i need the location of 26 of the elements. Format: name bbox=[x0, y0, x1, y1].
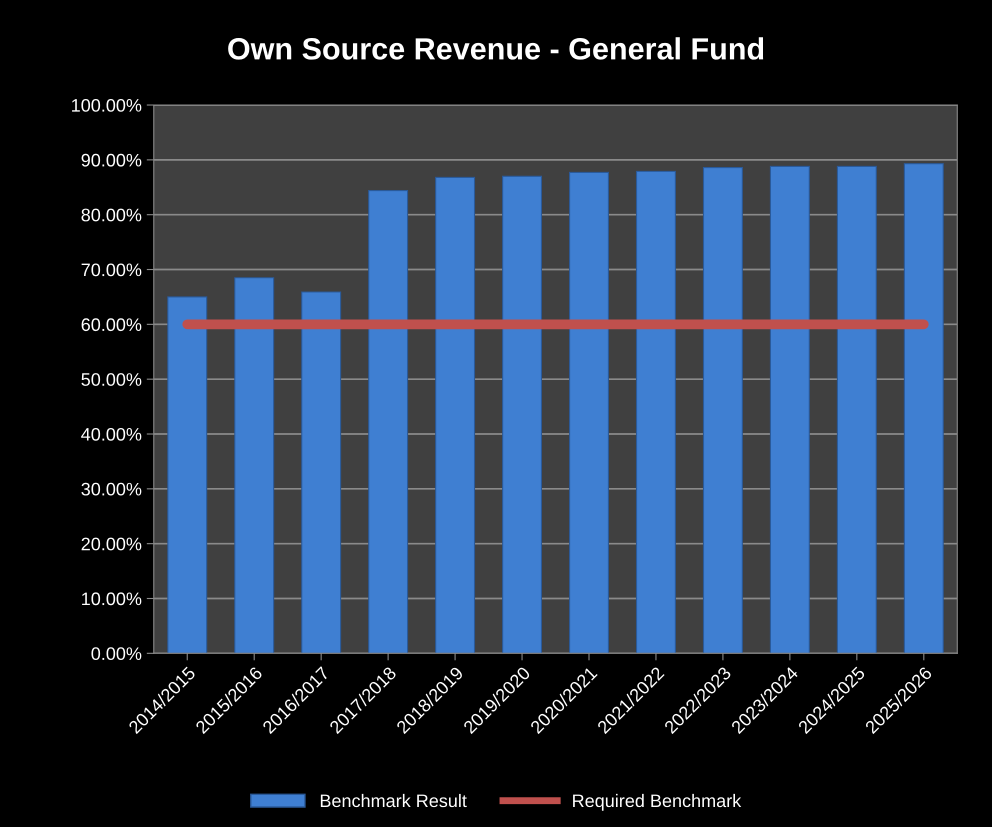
bar bbox=[435, 176, 476, 654]
legend-label: Required Benchmark bbox=[573, 794, 742, 811]
y-tick-label: 80.00% bbox=[82, 208, 142, 222]
y-tick-label: 10.00% bbox=[82, 592, 142, 606]
y-tick-label: 0.00% bbox=[91, 647, 142, 660]
bar bbox=[636, 170, 676, 654]
bar bbox=[770, 166, 810, 654]
bar bbox=[368, 190, 408, 654]
y-tick-label: 30.00% bbox=[81, 482, 142, 496]
y-tick-label: 100.00% bbox=[72, 98, 142, 112]
bar bbox=[702, 166, 743, 654]
y-tick-label: 40.00% bbox=[81, 428, 142, 441]
bar bbox=[836, 166, 877, 654]
bar bbox=[301, 291, 342, 654]
bar bbox=[569, 172, 609, 654]
y-tick-label: 70.00% bbox=[82, 263, 142, 276]
legend-label: Benchmark Result bbox=[320, 794, 467, 808]
y-tick-label: 60.00% bbox=[82, 318, 142, 332]
chart-title: Own Source Revenue - General Fund bbox=[228, 37, 764, 60]
bar bbox=[502, 176, 542, 654]
y-tick-label: 20.00% bbox=[82, 538, 142, 550]
y-tick-label: 90.00% bbox=[82, 154, 142, 167]
bar bbox=[904, 163, 944, 654]
bar bbox=[234, 277, 274, 654]
bar bbox=[167, 296, 208, 654]
y-tick-label: 50.00% bbox=[81, 373, 142, 386]
